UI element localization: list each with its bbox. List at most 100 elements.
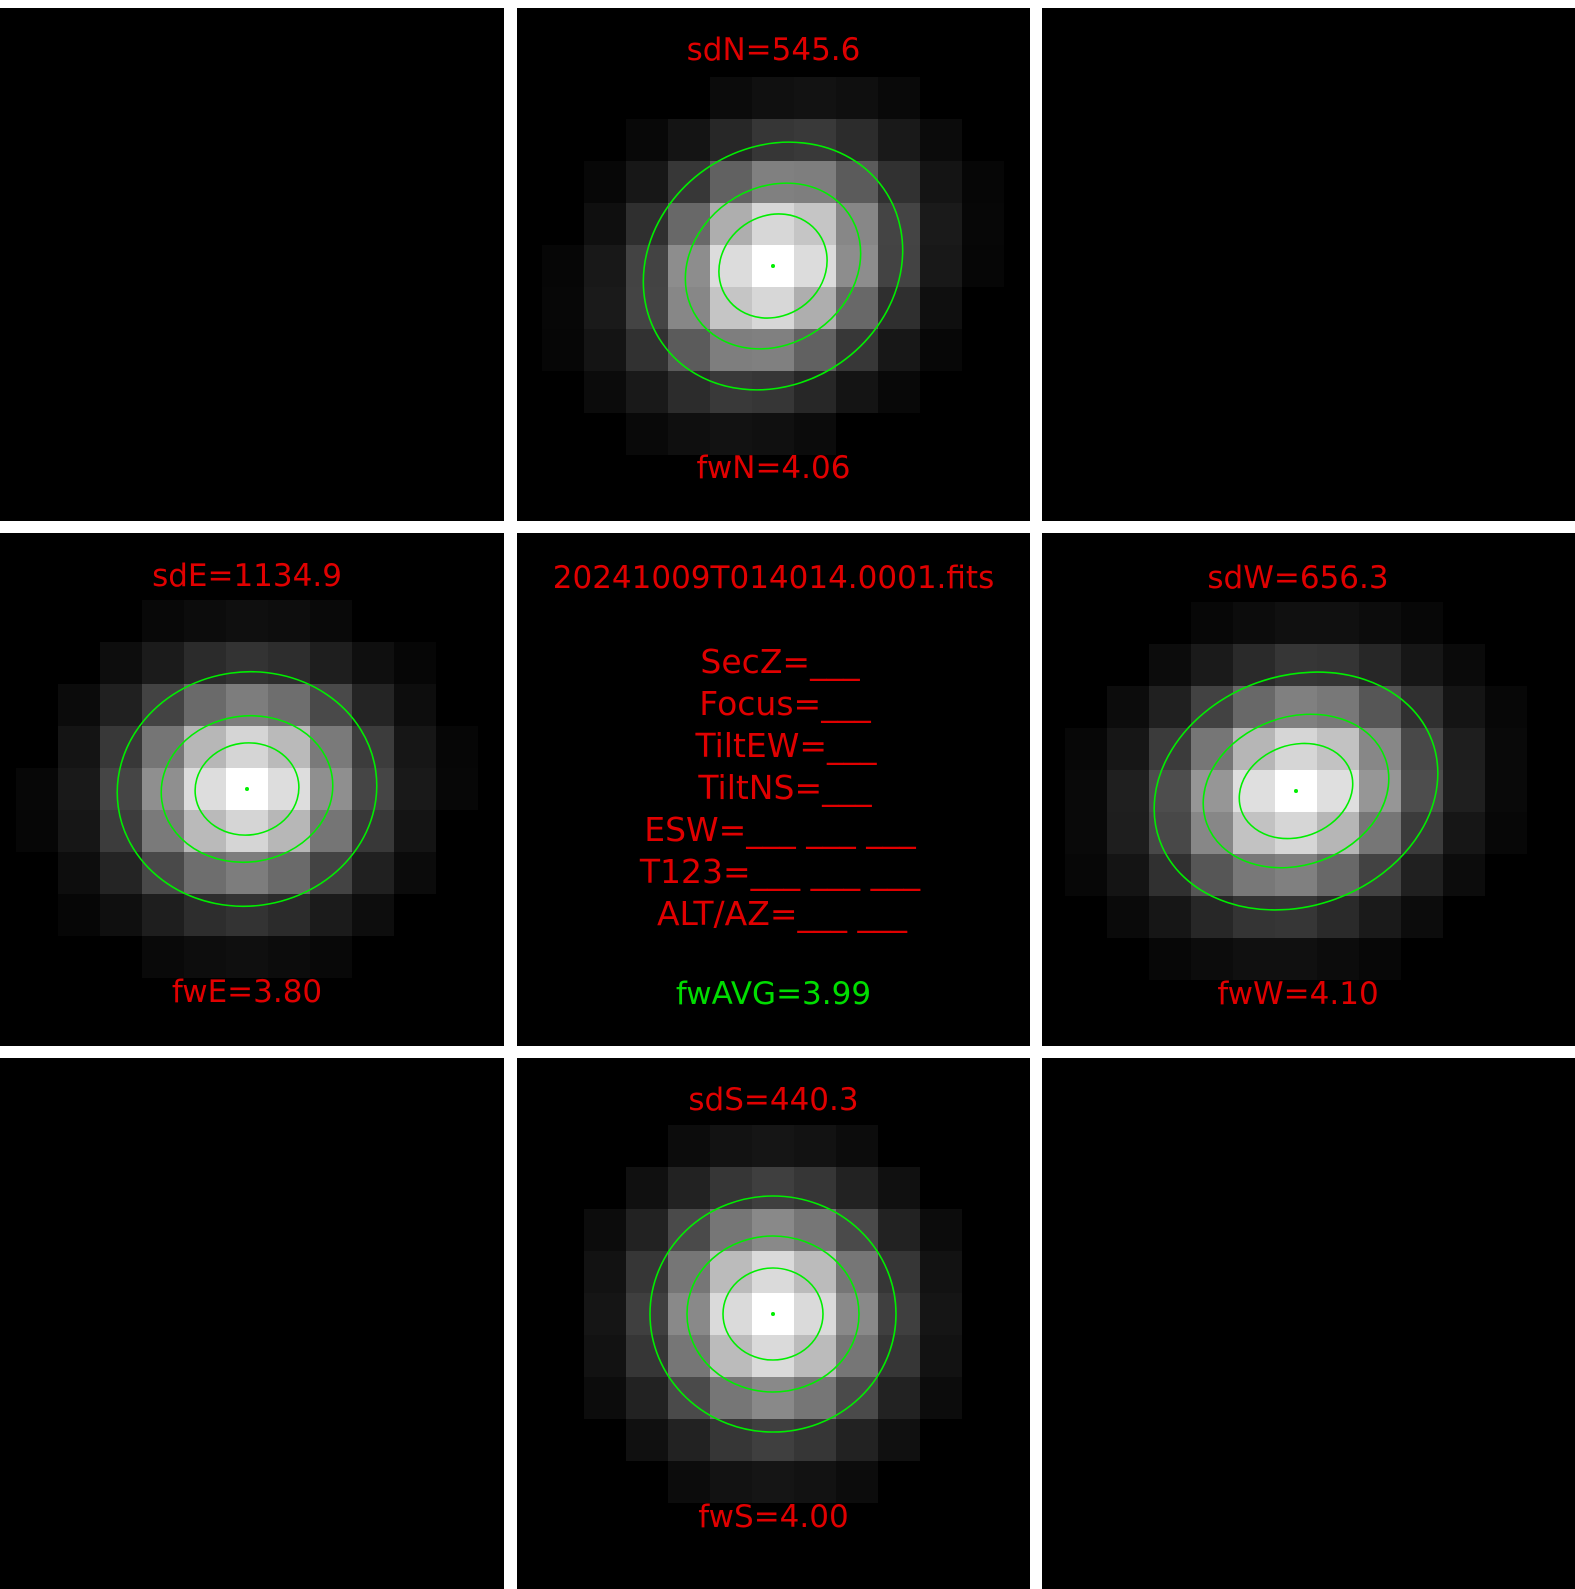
star-pixel (794, 1125, 836, 1167)
star-pixel (668, 1461, 710, 1503)
star-pixel (668, 1125, 710, 1167)
star-panel-north: sdN=545.6 fwN=4.06 (517, 8, 1030, 521)
star-pixel (226, 810, 268, 852)
star-image-west (1065, 602, 1527, 980)
star-pixel (1107, 770, 1149, 812)
star-pixel (836, 77, 878, 119)
star-pixel (184, 726, 226, 768)
empty-panel-bottom-left (0, 1058, 504, 1589)
star-pixel (962, 203, 1004, 245)
star-pixel (920, 119, 962, 161)
star-pixel (878, 161, 920, 203)
star-pixel (584, 1377, 626, 1419)
star-pixel (710, 161, 752, 203)
star-pixel (878, 1419, 920, 1461)
star-pixel (1443, 812, 1485, 854)
star-pixel (584, 203, 626, 245)
star-pixel (352, 894, 394, 936)
star-pixel (920, 161, 962, 203)
star-pixel (710, 77, 752, 119)
star-pixel (100, 852, 142, 894)
star-pixel (1401, 854, 1443, 896)
star-pixel (1191, 938, 1233, 980)
star-pixel (668, 1251, 710, 1293)
star-pixel (1317, 812, 1359, 854)
star-pixel (584, 161, 626, 203)
contour-ring-1 (116, 670, 378, 908)
star-pixel (1107, 854, 1149, 896)
star-pixel (710, 1209, 752, 1251)
sd-label-north: sdN=545.6 (686, 32, 861, 68)
fw-label-south: fwS=4.00 (698, 1499, 849, 1535)
fw-label-east: fwE=3.80 (171, 974, 323, 1010)
star-pixel (184, 852, 226, 894)
star-pixel (710, 1335, 752, 1377)
star-pixel (668, 329, 710, 371)
star-pixel (1317, 602, 1359, 644)
star-pixel (836, 287, 878, 329)
star-pixel (878, 1293, 920, 1335)
star-pixel (920, 203, 962, 245)
star-pixel (1149, 686, 1191, 728)
star-pixel (58, 768, 100, 810)
star-pixel (394, 810, 436, 852)
contour-ring-1 (642, 141, 904, 391)
star-pixel (1317, 644, 1359, 686)
star-pixel (878, 287, 920, 329)
star-pixel (878, 1377, 920, 1419)
star-pixel (226, 852, 268, 894)
star-pixel (184, 768, 226, 810)
fw-label-west: fwW=4.10 (1217, 976, 1379, 1012)
star-pixel (1191, 644, 1233, 686)
star-pixel (836, 1335, 878, 1377)
star-pixel (668, 1167, 710, 1209)
star-pixel (1275, 938, 1317, 980)
star-pixel (626, 1419, 668, 1461)
empty-panel-top-left (0, 8, 504, 521)
star-pixel (668, 413, 710, 455)
empty-panel-bottom-right (1042, 1058, 1575, 1589)
star-pixel (1107, 896, 1149, 938)
star-pixel (1443, 854, 1485, 896)
star-pixel (226, 600, 268, 642)
star-pixel (1275, 812, 1317, 854)
star-pixel (1107, 686, 1149, 728)
star-pixel (310, 726, 352, 768)
sd-label-east: sdE=1134.9 (152, 558, 342, 594)
star-pixel (752, 329, 794, 371)
star-pixel (1233, 938, 1275, 980)
star-pixel (1275, 728, 1317, 770)
star-pixel (142, 726, 184, 768)
star-pixel (352, 642, 394, 684)
centroid-marker (771, 264, 775, 268)
star-pixel (268, 684, 310, 726)
star-pixel (310, 600, 352, 642)
star-pixel (1233, 602, 1275, 644)
star-panel-south: sdS=440.3 fwS=4.00 (517, 1058, 1030, 1589)
star-pixel (794, 413, 836, 455)
star-pixel (100, 684, 142, 726)
star-pixel (626, 329, 668, 371)
star-pixel (584, 1335, 626, 1377)
star-pixel (752, 203, 794, 245)
star-pixel (710, 413, 752, 455)
star-pixel (626, 413, 668, 455)
star-pixel (794, 1293, 836, 1335)
star-pixel (1443, 770, 1485, 812)
star-pixel (394, 726, 436, 768)
star-pixel (794, 1461, 836, 1503)
star-pixel (668, 287, 710, 329)
star-pixel (668, 245, 710, 287)
star-pixel (1359, 602, 1401, 644)
star-pixel (184, 642, 226, 684)
star-pixel (626, 1335, 668, 1377)
esw-field: ESW=___ ___ ___ (644, 810, 916, 849)
star-pixel (226, 936, 268, 978)
star-pixel (836, 1167, 878, 1209)
star-pixel (184, 684, 226, 726)
star-pixel (142, 600, 184, 642)
star-pixel (752, 371, 794, 413)
star-pixel (752, 1461, 794, 1503)
star-pixel (668, 119, 710, 161)
star-pixel (268, 768, 310, 810)
